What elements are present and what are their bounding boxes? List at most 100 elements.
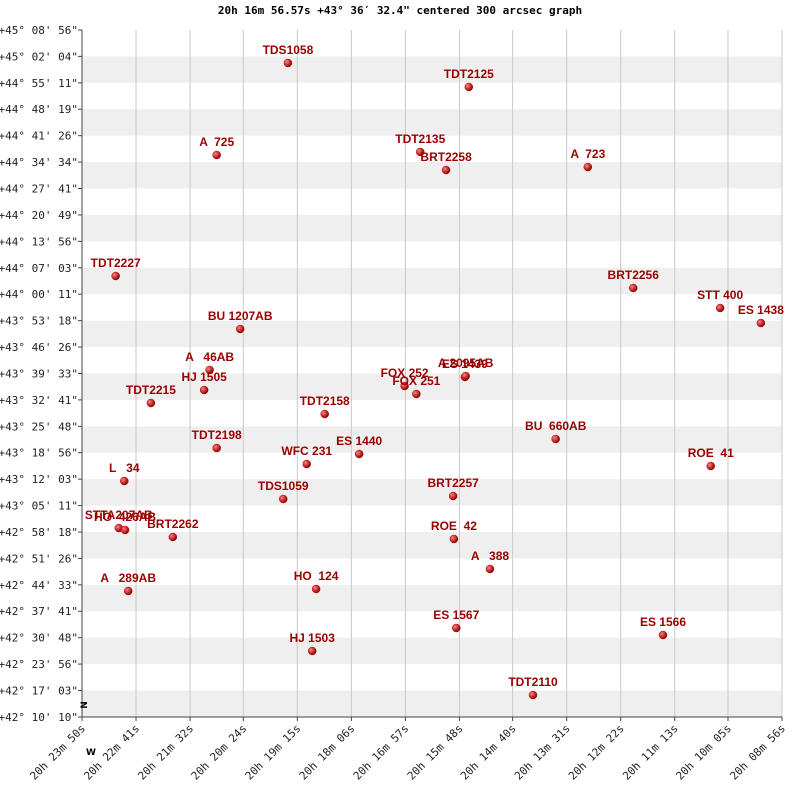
point-label: WFC 231 bbox=[281, 444, 332, 458]
point bbox=[583, 162, 593, 172]
y-tick-label: +42° 37' 41" bbox=[0, 605, 78, 618]
y-tick-label: +43° 18' 56" bbox=[0, 447, 78, 460]
y-tick-label: +44° 48' 19" bbox=[0, 103, 78, 116]
point-label: HJ 1503 bbox=[290, 631, 336, 645]
y-tick-label: +43° 12' 03" bbox=[0, 473, 78, 486]
point-label: STTA207AB bbox=[85, 508, 153, 522]
point-label: BRT2256 bbox=[608, 268, 660, 282]
point-label: A 2095AB bbox=[438, 356, 494, 370]
y-tick-label: +42° 51' 26" bbox=[0, 552, 78, 565]
point bbox=[120, 476, 129, 486]
y-tick-label: +42° 17' 03" bbox=[0, 685, 78, 698]
y-tick-label: +44° 07' 03" bbox=[0, 262, 78, 275]
point bbox=[123, 586, 133, 596]
x-tick-label: 20h 13m 31s bbox=[512, 722, 573, 783]
point bbox=[212, 150, 221, 160]
band bbox=[82, 584, 782, 612]
point-label: TDT2135 bbox=[395, 132, 445, 146]
point-label: TDT2110 bbox=[508, 675, 558, 689]
point-label: A 388 bbox=[471, 549, 510, 563]
x-tick-label: 20h 16m 57s bbox=[351, 722, 412, 783]
point bbox=[449, 534, 459, 544]
west-marker: W bbox=[86, 748, 96, 758]
point-label: A 725 bbox=[199, 135, 234, 149]
point-label: ES 1567 bbox=[433, 608, 479, 622]
y-tick-label: +43° 39' 33" bbox=[0, 367, 78, 380]
point bbox=[111, 271, 120, 281]
x-tick-label: 20h 20m 24s bbox=[189, 722, 250, 783]
y-tick-label: +44° 00' 11" bbox=[0, 288, 78, 301]
band bbox=[82, 479, 782, 506]
band bbox=[82, 214, 782, 242]
point bbox=[311, 584, 321, 594]
x-tick-label: 20h 15m 48s bbox=[405, 722, 466, 783]
point bbox=[715, 303, 725, 313]
y-tick-label: +43° 05' 11" bbox=[0, 500, 78, 513]
point bbox=[120, 525, 130, 535]
y-tick-label: +44° 27' 41" bbox=[0, 183, 78, 196]
point-label: A 289AB bbox=[100, 571, 156, 585]
band bbox=[82, 109, 782, 136]
point bbox=[485, 564, 495, 574]
y-tick-label: +44° 20' 49" bbox=[0, 209, 78, 222]
x-tick-label: 20h 21m 32s bbox=[135, 722, 196, 783]
point-label: FOX 251 bbox=[392, 374, 440, 388]
y-tick-label: +42° 30' 48" bbox=[0, 632, 78, 645]
point-label: TDT2198 bbox=[192, 428, 242, 442]
point bbox=[461, 371, 470, 381]
point-label: ROE 41 bbox=[688, 446, 734, 460]
point-label: ES 1439 bbox=[442, 357, 488, 371]
y-tick-label: +43° 46' 26" bbox=[0, 341, 78, 354]
band bbox=[82, 373, 782, 400]
y-tick-label: +45° 02' 04" bbox=[0, 50, 78, 63]
point bbox=[448, 491, 458, 501]
point-label: BU 660AB bbox=[525, 419, 587, 433]
y-tick-label: +43° 53' 18" bbox=[0, 315, 78, 328]
point bbox=[706, 461, 715, 471]
point bbox=[199, 385, 209, 395]
x-tick-label: 20h 11m 13s bbox=[620, 722, 681, 783]
point bbox=[756, 318, 766, 328]
point-label: BRT2262 bbox=[147, 517, 199, 531]
point bbox=[212, 443, 221, 453]
y-tick-label: +42° 58' 18" bbox=[0, 526, 78, 539]
plot-background bbox=[82, 56, 782, 717]
point bbox=[452, 623, 461, 633]
point bbox=[658, 630, 668, 640]
point-label: ES 1440 bbox=[336, 434, 382, 448]
point-label: BRT2257 bbox=[427, 476, 479, 490]
x-tick-label: 20h 23m 50s bbox=[27, 722, 88, 783]
y-tick-label: +44° 13' 56" bbox=[0, 235, 78, 248]
point bbox=[146, 398, 156, 408]
point-label: L 34 bbox=[109, 461, 140, 475]
point bbox=[551, 434, 560, 444]
x-tick-label: 20h 14m 40s bbox=[458, 722, 519, 783]
x-tick-label: 20h 19m 15s bbox=[243, 722, 304, 783]
band bbox=[82, 426, 782, 453]
y-tick-label: +42° 10' 10" bbox=[0, 711, 78, 724]
y-tick-label: +44° 55' 11" bbox=[0, 77, 78, 90]
point-label: ES 1438 bbox=[738, 303, 784, 317]
y-tick-label: +44° 34' 34" bbox=[0, 156, 78, 169]
point-label: TDT2125 bbox=[444, 67, 494, 81]
point-label: HO 426AB bbox=[94, 510, 156, 524]
x-tick-label: 20h 18m 06s bbox=[297, 722, 358, 783]
point bbox=[412, 389, 421, 399]
point bbox=[464, 82, 474, 92]
point-label: A 46AB bbox=[185, 350, 234, 364]
point bbox=[320, 409, 329, 419]
point bbox=[416, 147, 425, 157]
y-tick-label: +43° 32' 41" bbox=[0, 394, 78, 407]
point-label: FOX 252 bbox=[381, 366, 429, 380]
point bbox=[235, 324, 245, 334]
point-label: TDS1059 bbox=[258, 479, 309, 493]
point bbox=[278, 494, 288, 504]
point-label: TDS1058 bbox=[263, 43, 314, 57]
y-tick-label: +42° 23' 56" bbox=[0, 658, 78, 671]
x-tick-label: 20h 08m 56s bbox=[727, 722, 788, 783]
band bbox=[82, 637, 782, 665]
point-label: STT 400 bbox=[697, 288, 743, 302]
point bbox=[302, 459, 311, 469]
